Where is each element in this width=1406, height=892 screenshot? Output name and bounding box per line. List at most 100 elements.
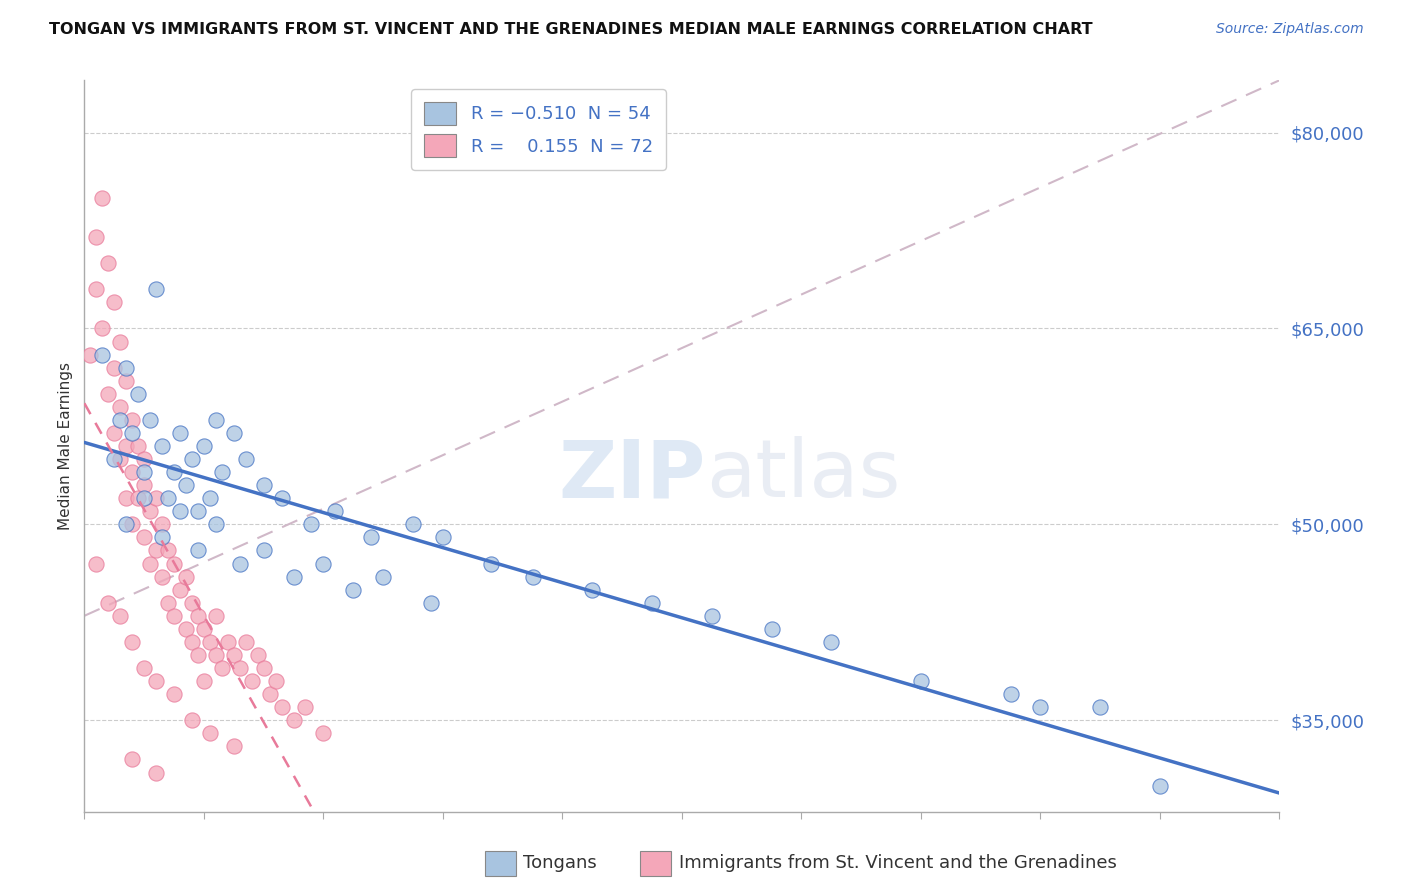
Point: [132, 661, 156, 675]
Point: [181, 714, 204, 728]
Point: [132, 452, 156, 467]
Point: [132, 491, 156, 506]
Point: [169, 425, 191, 440]
Point: [187, 543, 209, 558]
Point: [115, 439, 138, 453]
Point: [103, 452, 125, 467]
Point: [150, 569, 173, 583]
Point: [145, 765, 167, 780]
Point: [294, 700, 316, 714]
Point: [283, 714, 305, 728]
Point: [1029, 700, 1052, 714]
Point: [86, 230, 108, 244]
Point: [110, 413, 132, 427]
Point: [115, 517, 138, 532]
Point: [127, 491, 149, 506]
Point: [240, 674, 263, 689]
Point: [91, 191, 114, 205]
Point: [641, 596, 664, 610]
Point: [169, 504, 191, 518]
Point: [235, 452, 257, 467]
Point: [820, 635, 842, 649]
Point: [132, 478, 156, 492]
Point: [127, 386, 149, 401]
Point: [1090, 700, 1112, 714]
Point: [132, 465, 156, 479]
Point: [97, 386, 120, 401]
Point: [115, 374, 138, 388]
Point: [150, 517, 173, 532]
Point: [121, 465, 143, 479]
Point: [205, 413, 228, 427]
Point: [420, 596, 443, 610]
Point: [97, 596, 120, 610]
Point: [110, 334, 132, 349]
Point: [270, 700, 292, 714]
Point: [283, 569, 305, 583]
Point: [139, 413, 162, 427]
Point: [103, 425, 125, 440]
Point: [222, 648, 245, 662]
Text: Immigrants from St. Vincent and the Grenadines: Immigrants from St. Vincent and the Gren…: [679, 855, 1116, 872]
Point: [205, 608, 228, 623]
Text: Tongans: Tongans: [523, 855, 596, 872]
Point: [211, 465, 233, 479]
Point: [522, 569, 544, 583]
Point: [700, 608, 723, 623]
Point: [150, 439, 173, 453]
Point: [193, 622, 215, 636]
Point: [163, 465, 186, 479]
Bar: [485, 851, 516, 876]
Point: [110, 452, 132, 467]
Point: [121, 425, 143, 440]
Point: [79, 347, 101, 362]
Point: [259, 687, 281, 701]
Point: [139, 557, 162, 571]
Point: [217, 635, 239, 649]
Point: [103, 295, 125, 310]
Point: [110, 400, 132, 414]
Point: [325, 504, 347, 518]
Point: [139, 504, 162, 518]
Point: [312, 726, 335, 740]
Text: ZIP: ZIP: [558, 436, 706, 515]
Point: [157, 491, 180, 506]
Point: [163, 608, 186, 623]
Point: [342, 582, 364, 597]
Point: [181, 596, 204, 610]
Point: [163, 557, 186, 571]
Point: [86, 282, 108, 296]
Point: [121, 517, 143, 532]
Point: [181, 452, 204, 467]
Point: [222, 425, 245, 440]
Text: atlas: atlas: [706, 436, 900, 515]
Point: [312, 557, 335, 571]
Point: [145, 491, 167, 506]
Point: [121, 413, 143, 427]
Point: [103, 360, 125, 375]
Point: [761, 622, 783, 636]
Y-axis label: Median Male Earnings: Median Male Earnings: [58, 362, 73, 530]
Point: [253, 543, 276, 558]
Point: [193, 439, 215, 453]
Point: [228, 557, 252, 571]
Point: [581, 582, 603, 597]
Point: [174, 622, 197, 636]
Text: TONGAN VS IMMIGRANTS FROM ST. VINCENT AND THE GRENADINES MEDIAN MALE EARNINGS CO: TONGAN VS IMMIGRANTS FROM ST. VINCENT AN…: [49, 22, 1092, 37]
Point: [174, 569, 197, 583]
Text: Source: ZipAtlas.com: Source: ZipAtlas.com: [1216, 22, 1364, 37]
Point: [97, 256, 120, 270]
Point: [169, 582, 191, 597]
Point: [127, 439, 149, 453]
Bar: [640, 851, 671, 876]
Point: [228, 661, 252, 675]
Point: [150, 530, 173, 544]
Point: [1000, 687, 1022, 701]
Point: [145, 282, 167, 296]
Point: [181, 635, 204, 649]
Point: [157, 543, 180, 558]
Point: [187, 648, 209, 662]
Point: [253, 478, 276, 492]
Point: [121, 635, 143, 649]
Point: [91, 321, 114, 335]
